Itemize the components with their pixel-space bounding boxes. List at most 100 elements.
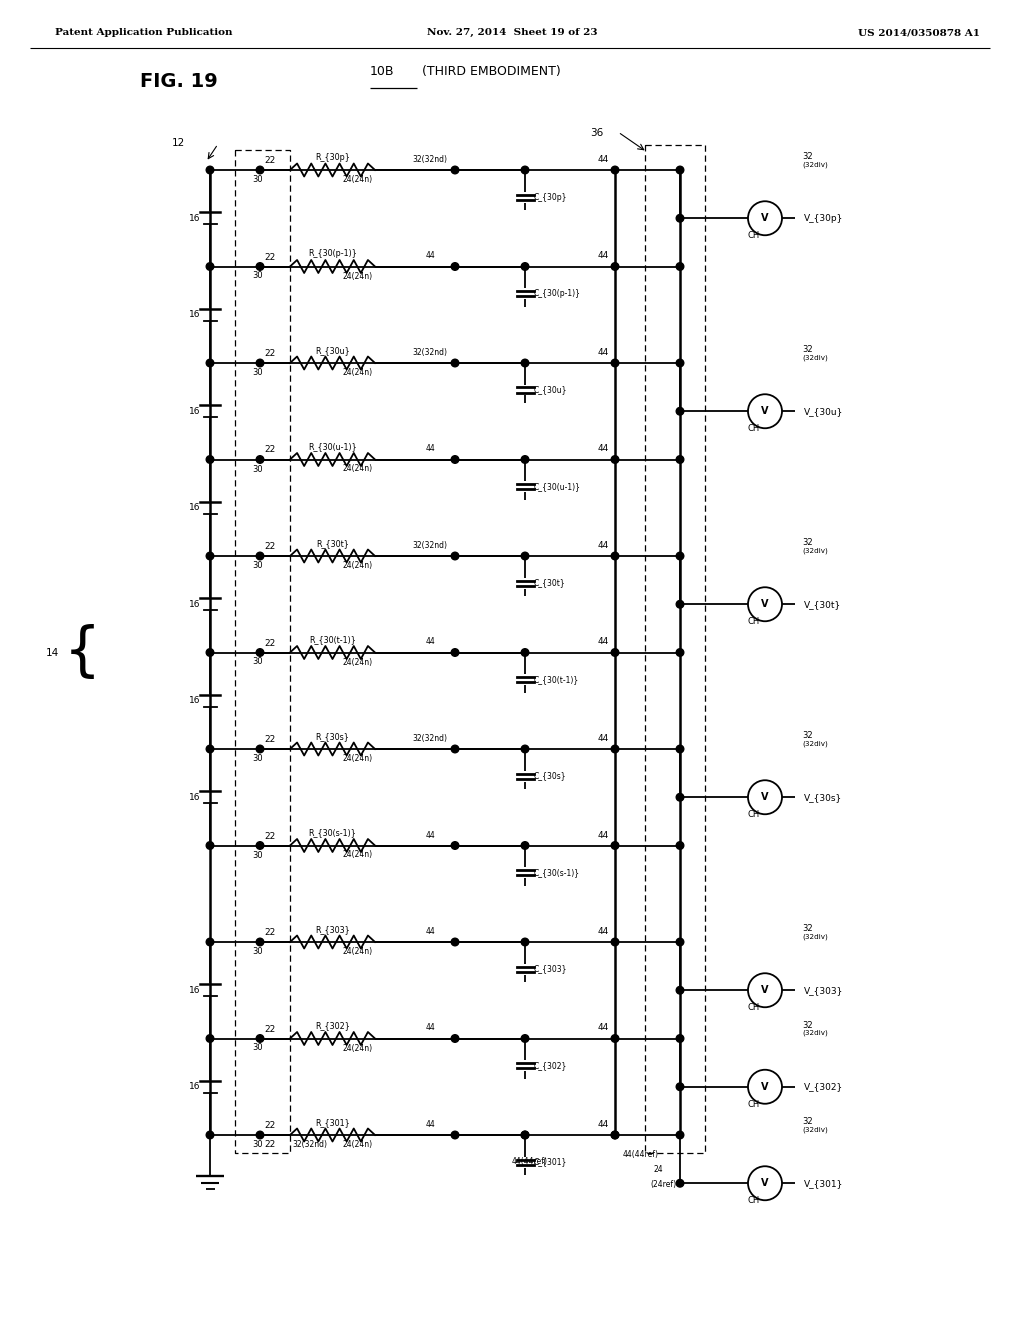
- Text: C_{30(u-1)}: C_{30(u-1)}: [534, 482, 581, 491]
- Text: 16: 16: [188, 310, 200, 319]
- Circle shape: [206, 842, 214, 849]
- Circle shape: [611, 552, 618, 560]
- Text: 44: 44: [425, 927, 435, 936]
- Circle shape: [206, 1131, 214, 1139]
- Text: 30: 30: [253, 561, 263, 570]
- Text: 32: 32: [802, 539, 813, 546]
- Text: 30: 30: [253, 272, 263, 281]
- Circle shape: [611, 648, 618, 656]
- Circle shape: [206, 263, 214, 271]
- Text: C_{301}: C_{301}: [534, 1158, 567, 1167]
- Text: CH: CH: [748, 231, 760, 240]
- Text: 44: 44: [597, 927, 608, 936]
- Circle shape: [611, 842, 618, 849]
- Text: 44: 44: [597, 830, 608, 840]
- Text: 32: 32: [802, 924, 813, 933]
- Circle shape: [676, 648, 684, 656]
- Circle shape: [256, 648, 264, 656]
- Text: R_{30p}: R_{30p}: [315, 153, 350, 162]
- Circle shape: [676, 746, 684, 752]
- Text: 30: 30: [253, 1140, 263, 1148]
- Text: 24: 24: [653, 1166, 663, 1173]
- Circle shape: [256, 552, 264, 560]
- Circle shape: [256, 359, 264, 367]
- Text: Patent Application Publication: Patent Application Publication: [55, 28, 232, 37]
- Circle shape: [521, 552, 528, 560]
- Text: Nov. 27, 2014  Sheet 19 of 23: Nov. 27, 2014 Sheet 19 of 23: [427, 28, 597, 37]
- Circle shape: [521, 842, 528, 849]
- Circle shape: [611, 1131, 618, 1139]
- Text: CH: CH: [748, 810, 760, 820]
- Text: US 2014/0350878 A1: US 2014/0350878 A1: [858, 28, 980, 37]
- Text: FIG. 19: FIG. 19: [140, 73, 218, 91]
- Text: (32div): (32div): [802, 1126, 827, 1133]
- Text: CH: CH: [748, 618, 760, 626]
- Circle shape: [452, 746, 459, 752]
- Circle shape: [452, 842, 459, 849]
- Circle shape: [676, 939, 684, 946]
- Circle shape: [521, 648, 528, 656]
- Text: CH: CH: [748, 1003, 760, 1012]
- Text: V_{30t}: V_{30t}: [804, 599, 842, 609]
- Text: R_{30(p-1)}: R_{30(p-1)}: [308, 249, 357, 259]
- Text: 44: 44: [597, 445, 608, 454]
- Circle shape: [611, 1131, 618, 1139]
- Text: 24(24n): 24(24n): [342, 850, 373, 859]
- Text: V_{303}: V_{303}: [804, 986, 844, 995]
- Text: 44: 44: [597, 541, 608, 550]
- Text: V: V: [761, 599, 769, 610]
- Circle shape: [256, 1131, 264, 1139]
- Text: 44: 44: [425, 830, 435, 840]
- Text: R_{30(s-1)}: R_{30(s-1)}: [308, 829, 356, 837]
- Text: R_{30s}: R_{30s}: [315, 733, 349, 741]
- Text: R_{30u}: R_{30u}: [315, 346, 350, 355]
- Text: V: V: [761, 985, 769, 995]
- Text: C_{30s}: C_{30s}: [534, 771, 566, 780]
- Text: R_{30(t-1)}: R_{30(t-1)}: [309, 635, 356, 644]
- Text: 22: 22: [264, 1024, 275, 1034]
- Text: 24(24n): 24(24n): [342, 368, 373, 378]
- Text: 24(24n): 24(24n): [342, 1044, 373, 1052]
- Text: 24(24n): 24(24n): [342, 561, 373, 570]
- Text: (24ref): (24ref): [650, 1180, 676, 1189]
- Circle shape: [452, 1131, 459, 1139]
- Text: 30: 30: [253, 754, 263, 763]
- Circle shape: [611, 359, 618, 367]
- Text: 24(24n): 24(24n): [342, 754, 373, 763]
- Text: 32(32nd): 32(32nd): [413, 734, 447, 743]
- Text: 32: 32: [802, 1020, 813, 1030]
- Circle shape: [206, 746, 214, 752]
- Text: 32: 32: [802, 1117, 813, 1126]
- Circle shape: [611, 166, 618, 174]
- Text: 44: 44: [425, 445, 435, 454]
- Circle shape: [676, 263, 684, 271]
- Text: 22: 22: [264, 348, 275, 358]
- Circle shape: [256, 1035, 264, 1043]
- Text: V: V: [761, 1082, 769, 1092]
- Circle shape: [452, 166, 459, 174]
- Circle shape: [452, 359, 459, 367]
- Text: 30: 30: [253, 368, 263, 378]
- Circle shape: [256, 746, 264, 752]
- Circle shape: [521, 455, 528, 463]
- Text: 32: 32: [802, 152, 813, 161]
- Circle shape: [206, 939, 214, 946]
- Circle shape: [452, 939, 459, 946]
- Text: 24(24n): 24(24n): [342, 1140, 373, 1148]
- Text: 16: 16: [188, 407, 200, 416]
- Text: 24(24n): 24(24n): [342, 657, 373, 667]
- Text: (32div): (32div): [802, 741, 827, 747]
- Text: 44: 44: [597, 734, 608, 743]
- Circle shape: [256, 166, 264, 174]
- Text: C_{30(s-1)}: C_{30(s-1)}: [534, 869, 581, 876]
- Circle shape: [206, 359, 214, 367]
- Text: 14: 14: [45, 648, 58, 657]
- Text: 22: 22: [264, 156, 275, 165]
- Circle shape: [676, 793, 684, 801]
- Text: R_{30(u-1)}: R_{30(u-1)}: [308, 442, 357, 451]
- Text: 30: 30: [253, 465, 263, 474]
- Circle shape: [452, 648, 459, 656]
- Circle shape: [611, 746, 618, 752]
- Text: V: V: [761, 792, 769, 803]
- Circle shape: [521, 939, 528, 946]
